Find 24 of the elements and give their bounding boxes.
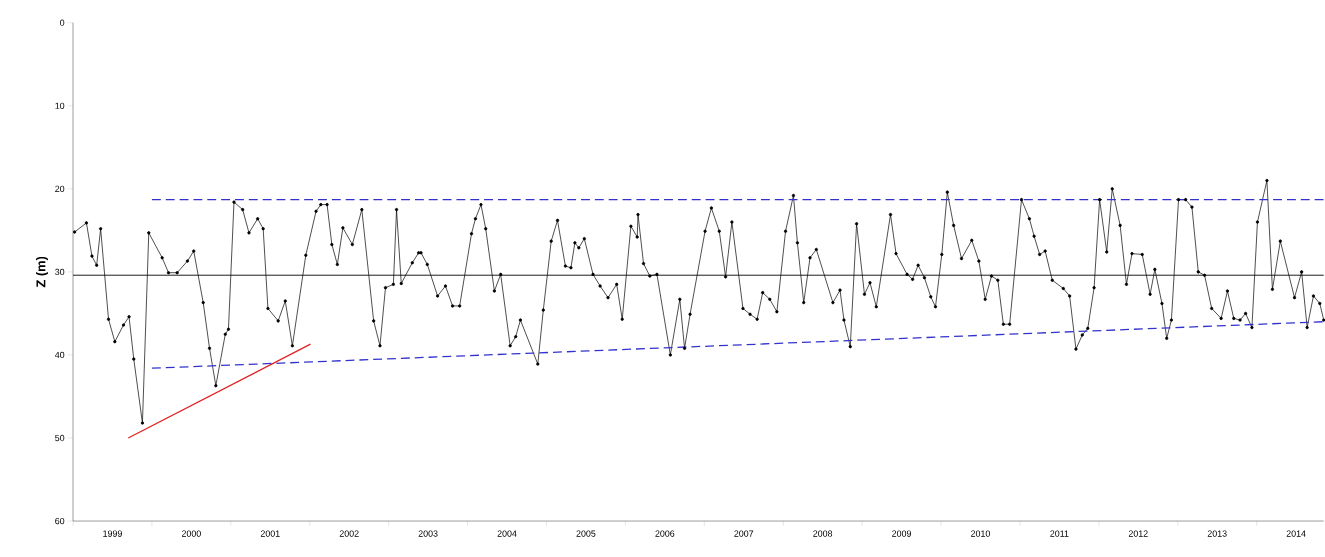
x-tick-label: 2006 — [655, 530, 675, 537]
x-tick-label: 1999 — [103, 530, 122, 537]
x-tick-label: 2000 — [181, 530, 201, 537]
x-tick-label: 2003 — [418, 530, 438, 537]
x-tick-label: 2011 — [1050, 530, 1069, 537]
y-tick-label: 20 — [55, 185, 65, 193]
x-tick-label: 2009 — [892, 530, 911, 537]
x-tick-label: 2001 — [260, 530, 280, 537]
x-tick-label: 2007 — [734, 530, 754, 537]
x-tick-label: 2002 — [339, 530, 359, 537]
y-tick-label: 10 — [55, 102, 65, 110]
x-tick-label: 2008 — [813, 530, 833, 537]
y-tick-label: 40 — [54, 351, 65, 359]
y-tick-label: 60 — [55, 518, 65, 525]
x-tick-label: 2004 — [497, 530, 517, 537]
x-tick-label: 2013 — [1207, 530, 1227, 537]
x-tick-label: 2005 — [576, 530, 596, 537]
x-tick-label: 2010 — [971, 530, 990, 537]
y-tick-label: 30 — [55, 268, 65, 276]
y-tick-label: 0 — [60, 19, 65, 27]
x-tick-label: 2012 — [1128, 530, 1148, 537]
x-tick-label: 2014 — [1286, 530, 1306, 537]
y-axis-title: Z (m) — [36, 257, 48, 288]
y-tick-label: 50 — [55, 435, 65, 442]
